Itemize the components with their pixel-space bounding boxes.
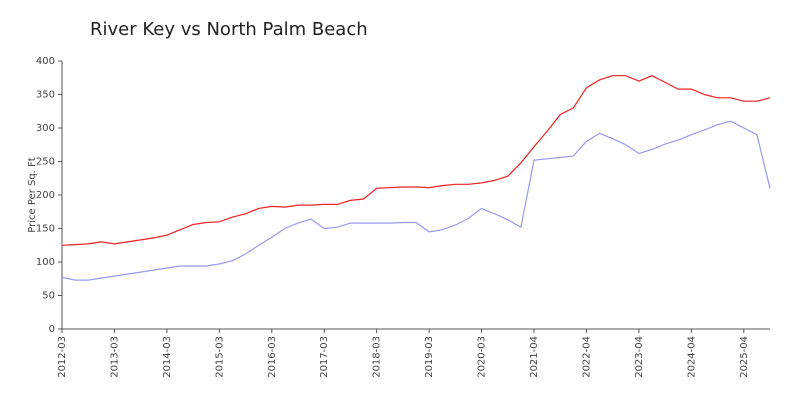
- y-tick-label: 150: [36, 224, 55, 235]
- series-line: [61, 75, 771, 246]
- y-axis-label: Price Per Sq. Ft: [27, 157, 38, 232]
- x-tick-label: 2020-03: [477, 336, 488, 378]
- x-tick-label: 2017-03: [319, 336, 330, 378]
- x-tick-label: 2013-03: [109, 336, 120, 378]
- x-tick-label: 2021-04: [529, 336, 540, 378]
- y-tick-label: 250: [36, 157, 55, 168]
- x-tick-label: 2023-04: [634, 336, 645, 378]
- x-tick-label: 2014-03: [162, 336, 173, 378]
- x-tick-label: 2024-04: [686, 336, 697, 378]
- y-tick-label: 350: [36, 90, 55, 101]
- x-tick-label: 2025-04: [739, 336, 750, 378]
- y-tick-label: 100: [36, 257, 55, 268]
- y-tick-label: 300: [36, 123, 55, 134]
- x-tick-label: 2022-04: [581, 336, 592, 378]
- chart-title: River Key vs North Palm Beach: [90, 19, 368, 40]
- y-tick-label: 400: [36, 56, 55, 67]
- y-tick-label: 200: [36, 190, 55, 201]
- x-tick-label: 2018-03: [372, 336, 383, 378]
- series-line: [61, 120, 771, 281]
- y-tick-label: 50: [42, 291, 55, 302]
- x-tick-label: 2012-03: [57, 336, 68, 378]
- x-tick-label: 2015-03: [214, 336, 225, 378]
- x-tick-label: 2016-03: [267, 336, 278, 378]
- y-tick-label: 0: [49, 324, 55, 335]
- x-tick-label: 2019-03: [424, 336, 435, 378]
